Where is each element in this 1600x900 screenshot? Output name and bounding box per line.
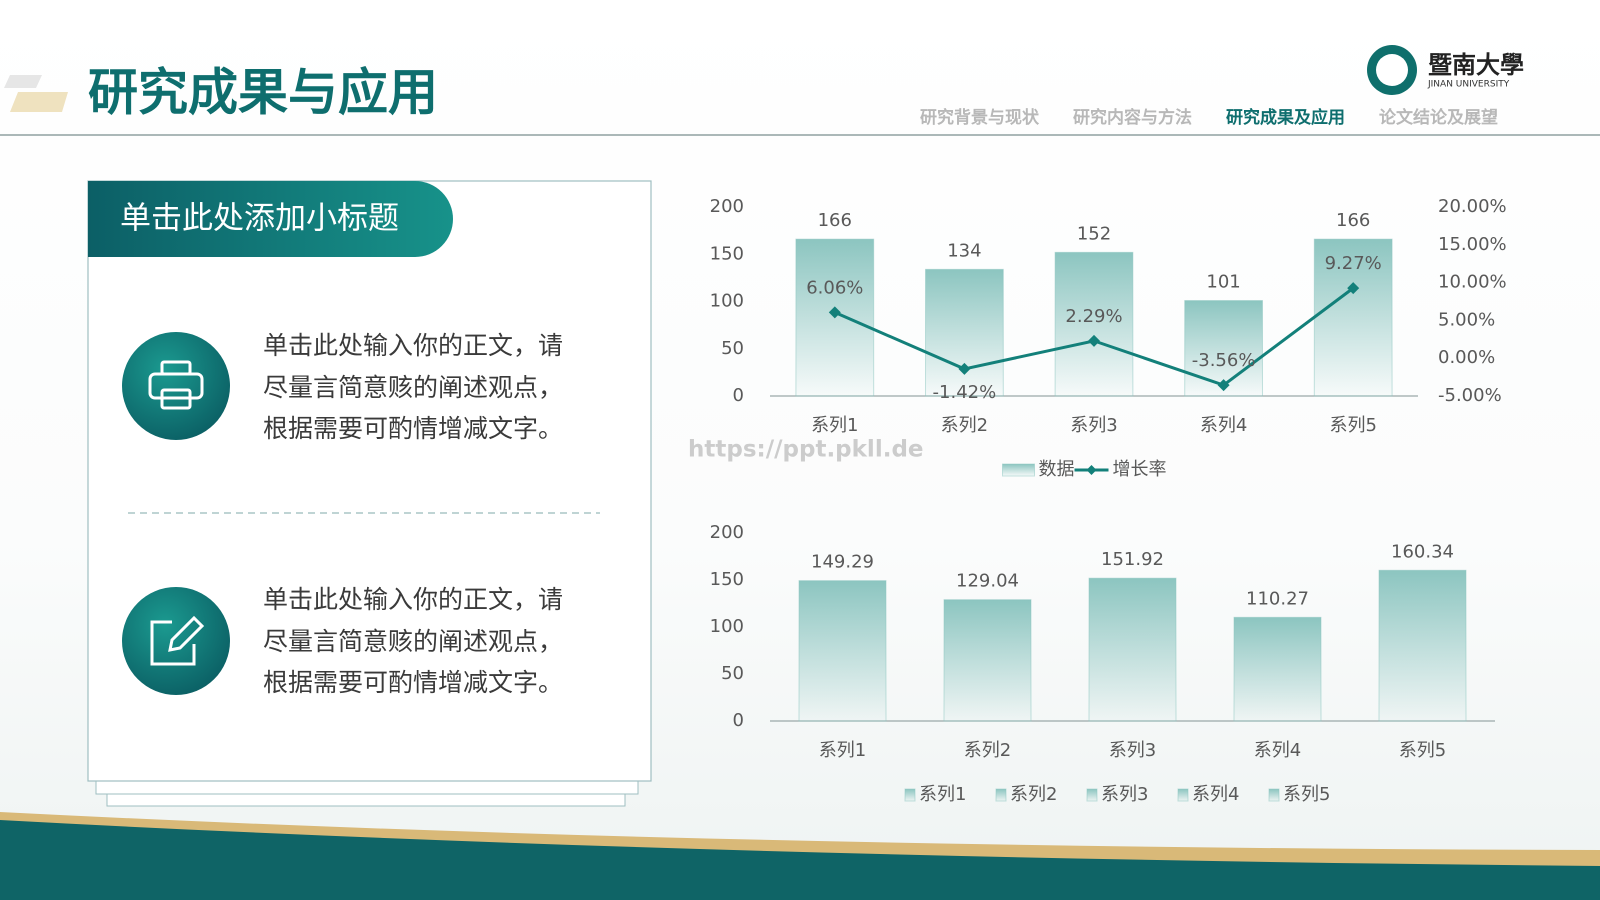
bar-value-label: 129.04	[956, 571, 1019, 592]
wave-teal	[0, 820, 1600, 900]
nav-item[interactable]: 研究背景与现状	[920, 107, 1040, 128]
bar	[798, 580, 887, 722]
line-value-label: 2.29%	[1065, 306, 1122, 327]
y2-tick-label: 15.00%	[1438, 234, 1507, 255]
panel-tab	[88, 181, 453, 257]
bar	[1233, 616, 1322, 722]
bar	[1054, 251, 1134, 397]
icon-edit	[122, 587, 230, 695]
line-value-label: 6.06%	[806, 277, 863, 298]
y-tick-label: 50	[721, 338, 744, 359]
bar-value-label: 166	[1336, 210, 1370, 231]
legend-swatch	[1268, 788, 1280, 802]
panel-subtitle: 单击此处添加小标题	[120, 201, 399, 237]
legend-label: 增长率	[1113, 459, 1167, 480]
line-marker	[1217, 379, 1230, 392]
bar	[1378, 569, 1467, 722]
line-marker	[1088, 334, 1100, 347]
line-value-label: -1.42%	[933, 382, 997, 403]
nav-item[interactable]: 研究内容与方法	[1073, 107, 1192, 128]
y-tick-label: 150	[710, 569, 744, 590]
y-tick-label: 100	[710, 291, 744, 312]
line-value-label: -3.56%	[1192, 350, 1256, 371]
legend-swatch	[1002, 463, 1035, 477]
legend-swatch	[904, 788, 916, 802]
bar-value-label: 149.29	[811, 552, 874, 573]
nav-item-active[interactable]: 研究成果及应用	[1226, 107, 1345, 128]
title: 研究成果与应用	[88, 64, 438, 122]
logo-name: 暨南大學	[1428, 51, 1524, 79]
icon-edit-glyph	[150, 615, 205, 666]
logo-seal	[1376, 54, 1408, 86]
body-line: 尽量言简意赅的阐述观点，	[263, 373, 563, 402]
icon-printer-glyph	[148, 360, 204, 410]
bar-value-label: 110.27	[1246, 588, 1309, 609]
watermark: https://ppt.pkll.de	[688, 437, 924, 463]
legend-swatch	[1086, 788, 1098, 802]
y-tick-label: 0	[733, 385, 744, 406]
x-tick-label: 系列5	[1329, 415, 1376, 436]
legend-label: 系列2	[1010, 784, 1057, 805]
x-tick-label: 系列4	[1200, 415, 1247, 436]
deco	[4, 75, 42, 88]
y2-tick-label: 5.00%	[1438, 309, 1495, 330]
y-tick-label: 200	[710, 196, 744, 217]
x-tick-label: 系列2	[941, 415, 988, 436]
legend-swatch	[995, 788, 1007, 802]
y-tick-label: 0	[733, 710, 744, 731]
x-tick-label: 系列3	[1109, 740, 1156, 761]
bar	[925, 268, 1004, 397]
body-line: 尽量言简意赅的阐述观点，	[263, 627, 563, 656]
bar	[1088, 577, 1177, 722]
x-tick-label: 系列3	[1070, 415, 1117, 436]
icon-printer	[122, 332, 230, 440]
nav-item[interactable]: 论文结论及展望	[1379, 107, 1498, 128]
line-marker	[828, 306, 841, 319]
legend-swatch	[1177, 788, 1189, 802]
bar-value-label: 134	[947, 240, 981, 261]
bar-value-label: 160.34	[1391, 541, 1454, 562]
bar-value-label: 101	[1206, 272, 1240, 293]
y2-tick-label: 0.00%	[1438, 347, 1495, 368]
x-tick-label: 系列1	[811, 415, 858, 436]
line-marker	[958, 362, 971, 375]
bar	[943, 599, 1032, 722]
body-line: 单击此处输入你的正文，请	[263, 331, 563, 360]
y2-tick-label: -5.00%	[1438, 385, 1502, 406]
y-tick-label: 150	[710, 243, 744, 264]
y2-tick-label: 20.00%	[1438, 196, 1507, 217]
line-value-label: 9.27%	[1325, 253, 1382, 274]
x-tick-label: 系列1	[819, 740, 866, 761]
bar	[1313, 238, 1393, 397]
y-tick-label: 100	[710, 616, 744, 637]
logo-english: JINAN UNIVERSITY	[1427, 80, 1510, 90]
legend-label: 系列1	[919, 784, 966, 805]
x-tick-label: 系列5	[1399, 740, 1446, 761]
body-line: 单击此处输入你的正文，请	[263, 585, 563, 614]
x-tick-label: 系列2	[964, 740, 1011, 761]
legend-label: 系列5	[1283, 784, 1330, 805]
y-tick-label: 50	[721, 663, 744, 684]
legend-label: 系列3	[1101, 784, 1148, 805]
legend-label: 数据	[1039, 459, 1075, 480]
bar-value-label: 151.92	[1101, 549, 1164, 570]
deco	[10, 92, 68, 112]
legend-marker	[1086, 465, 1097, 475]
bar-value-label: 152	[1077, 223, 1111, 244]
line-marker	[1347, 282, 1360, 295]
legend-label: 系列4	[1192, 784, 1239, 805]
y2-tick-label: 10.00%	[1438, 272, 1507, 293]
y-tick-label: 200	[710, 522, 744, 543]
bar-value-label: 166	[818, 210, 852, 231]
body-line: 根据需要可酌情增减文字。	[263, 668, 563, 697]
body-line: 根据需要可酌情增减文字。	[263, 414, 563, 443]
x-tick-label: 系列4	[1254, 740, 1301, 761]
